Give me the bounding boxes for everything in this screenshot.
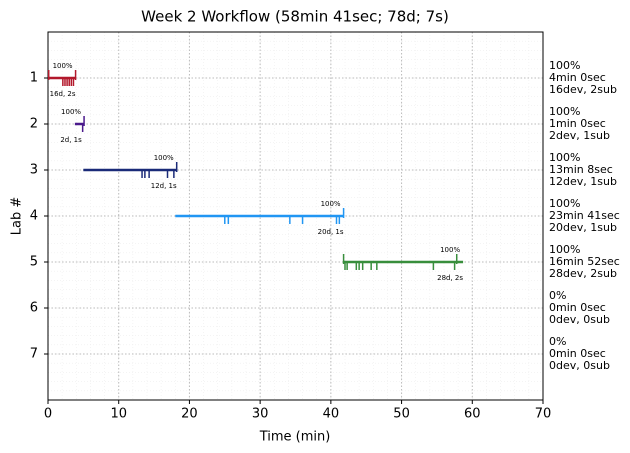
summary-label: 100% [549, 59, 580, 72]
summary-label: 12dev, 1sub [549, 175, 617, 188]
summary-label: 0min 0sec [549, 301, 606, 314]
plot-frame [47, 31, 544, 401]
summary-label: 0% [549, 335, 566, 348]
y-tick-label: 6 [30, 301, 38, 316]
x-tick-label: 70 [535, 407, 552, 422]
x-tick-label: 30 [252, 407, 269, 422]
summary-label: 0dev, 0sub [549, 313, 610, 326]
count-label: 16d, 2s [50, 90, 76, 98]
y-tick-label: 2 [30, 117, 38, 132]
summary-label: 4min 0sec [549, 71, 606, 84]
summary-label: 0min 0sec [549, 347, 606, 360]
y-axis-label: Lab # [10, 197, 25, 236]
y-tick-label: 3 [30, 163, 38, 178]
summary-label: 2dev, 1sub [549, 129, 610, 142]
summary-label: 100% [549, 243, 580, 256]
score-label: 100% [53, 62, 73, 70]
y-tick-label: 4 [30, 209, 38, 224]
score-label: 100% [61, 108, 81, 116]
x-tick-label: 20 [181, 407, 198, 422]
score-label: 100% [321, 200, 341, 208]
summary-label: 0dev, 0sub [549, 359, 610, 372]
score-label: 100% [154, 154, 174, 162]
count-label: 28d, 2s [437, 274, 463, 282]
x-tick-label: 10 [110, 407, 127, 422]
summary-label: 0% [549, 289, 566, 302]
x-tick-label: 50 [393, 407, 410, 422]
summary-label: 1min 0sec [549, 117, 606, 130]
count-label: 12d, 1s [151, 182, 177, 190]
summary-label: 23min 41sec [549, 209, 620, 222]
y-tick-label: 1 [30, 71, 38, 86]
count-label: 20d, 1s [318, 228, 344, 236]
summary-label: 100% [549, 151, 580, 164]
summary-label: 13min 8sec [549, 163, 613, 176]
summary-label: 100% [549, 197, 580, 210]
y-tick-label: 5 [30, 255, 38, 270]
summary-label: 20dev, 1sub [549, 221, 617, 234]
summary-label: 16min 52sec [549, 255, 620, 268]
count-label: 2d, 1s [60, 136, 82, 144]
summary-label: 28dev, 2sub [549, 267, 617, 280]
score-label: 100% [440, 246, 460, 254]
x-tick-label: 40 [323, 407, 340, 422]
y-tick-label: 7 [30, 347, 38, 362]
x-tick-label: 0 [44, 407, 52, 422]
chart-title: Week 2 Workflow (58min 41sec; 78d; 7s) [141, 8, 449, 26]
x-tick-label: 60 [464, 407, 481, 422]
x-axis-label: Time (min) [259, 430, 331, 445]
summary-label: 16dev, 2sub [549, 83, 617, 96]
summary-label: 100% [549, 105, 580, 118]
